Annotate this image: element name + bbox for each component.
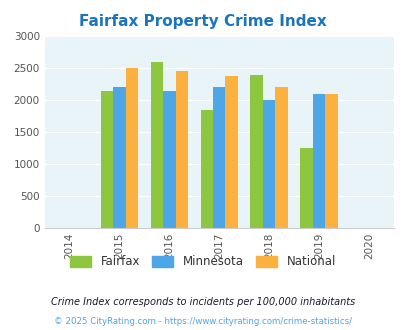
Bar (262, 100, 275, 228)
Legend: Fairfax, Minnesota, National: Fairfax, Minnesota, National (66, 252, 339, 272)
Bar (300, 148, 312, 228)
Text: Fairfax Property Crime Index: Fairfax Property Crime Index (79, 14, 326, 29)
Bar (250, 75, 262, 228)
Bar (175, 71, 188, 228)
Bar (213, 87, 225, 228)
Bar (324, 94, 337, 228)
Text: © 2025 CityRating.com - https://www.cityrating.com/crime-statistics/: © 2025 CityRating.com - https://www.city… (54, 317, 351, 326)
Bar (275, 87, 287, 228)
Bar (200, 110, 213, 228)
Text: Crime Index corresponds to incidents per 100,000 inhabitants: Crime Index corresponds to incidents per… (51, 297, 354, 307)
Bar (126, 68, 138, 228)
Bar (312, 94, 324, 228)
Bar (150, 62, 163, 228)
Bar (100, 90, 113, 228)
Bar (225, 77, 237, 228)
Bar (113, 87, 126, 228)
Bar (163, 90, 175, 228)
